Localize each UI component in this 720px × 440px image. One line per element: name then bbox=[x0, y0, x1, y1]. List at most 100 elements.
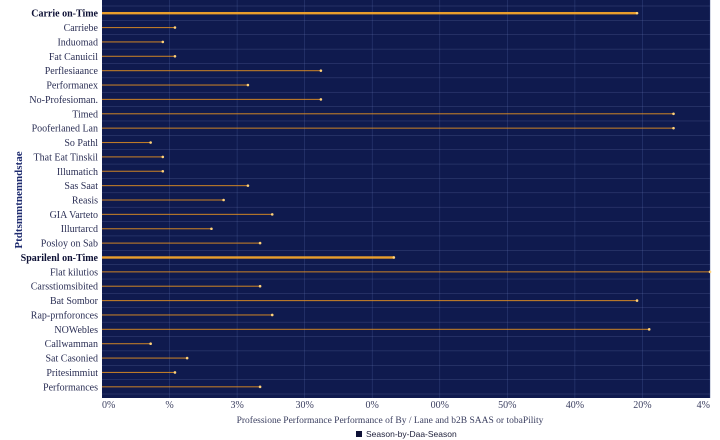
bar-end-marker bbox=[222, 198, 225, 202]
category-label: Timed bbox=[72, 109, 98, 120]
x-tick-label: 3% bbox=[230, 400, 243, 411]
category-label: Rap-prnforonces bbox=[31, 310, 98, 321]
bar bbox=[102, 170, 163, 172]
bar bbox=[102, 127, 674, 129]
x-tick-label: 30% bbox=[295, 400, 313, 411]
x-tick-label: % bbox=[165, 400, 173, 411]
bar-end-marker bbox=[647, 328, 651, 331]
bar bbox=[102, 199, 224, 201]
bar bbox=[102, 343, 151, 345]
bar-end-marker bbox=[258, 385, 262, 389]
bar bbox=[102, 371, 175, 373]
x-tick-label: 4% bbox=[697, 400, 710, 411]
category-label: So Pathl bbox=[64, 138, 98, 149]
category-label: Performances bbox=[43, 382, 98, 393]
category-label: Sas Saat bbox=[64, 181, 98, 192]
category-label: Reasis bbox=[72, 196, 98, 207]
category-label: Sat Casonied bbox=[46, 354, 99, 365]
bar bbox=[102, 228, 212, 230]
bar-end-marker bbox=[161, 169, 165, 173]
x-tick-label: 0% bbox=[366, 400, 379, 411]
legend-swatch bbox=[356, 431, 362, 437]
bar bbox=[102, 300, 638, 302]
category-label: Illurtarcd bbox=[61, 224, 98, 235]
gridlines bbox=[169, 0, 711, 398]
x-tick-label: 20% bbox=[633, 400, 651, 411]
category-label: Pooferlaned Lan bbox=[32, 124, 98, 135]
bar bbox=[102, 27, 175, 29]
bar-end-marker bbox=[672, 112, 675, 116]
plot-background bbox=[102, 0, 710, 398]
bar bbox=[102, 328, 650, 330]
row-lines bbox=[102, 5, 710, 395]
bar-end-marker bbox=[149, 141, 152, 144]
bar-end-marker bbox=[392, 256, 396, 259]
bar-end-marker bbox=[258, 241, 262, 245]
category-label: Carrie on-Time bbox=[31, 9, 98, 20]
bar bbox=[102, 11, 638, 15]
legend: Season-by-Daa-Season bbox=[356, 429, 457, 439]
bar bbox=[102, 242, 261, 244]
bar-end-marker bbox=[319, 69, 323, 72]
bar-end-marker bbox=[149, 342, 152, 346]
category-label: NOWebles bbox=[54, 325, 98, 336]
category-label: Pritesimmiut bbox=[46, 368, 98, 379]
bar-end-marker bbox=[672, 126, 675, 130]
bar-end-marker bbox=[173, 26, 177, 29]
bar bbox=[102, 386, 261, 388]
bar bbox=[102, 55, 175, 57]
category-label: Carriebe bbox=[64, 23, 99, 34]
bar bbox=[102, 285, 261, 287]
bar bbox=[102, 41, 163, 43]
category-label: Carsstiomsibited bbox=[31, 282, 98, 293]
bar-end-marker bbox=[635, 299, 639, 302]
bar-end-marker bbox=[161, 40, 165, 44]
y-axis-title: Ptdtsmmtnemndstae bbox=[13, 151, 25, 248]
bars bbox=[102, 11, 712, 389]
x-tick-label: 40% bbox=[566, 400, 584, 411]
bar bbox=[102, 84, 248, 86]
category-label: That Eat Tinskil bbox=[34, 152, 99, 163]
bar bbox=[102, 98, 321, 100]
bar-end-marker bbox=[708, 270, 712, 274]
category-label: Posloy on Sab bbox=[41, 239, 98, 250]
x-tick-label: 50% bbox=[498, 400, 516, 411]
bar-end-marker bbox=[270, 213, 274, 216]
x-tick-label: 00% bbox=[431, 400, 449, 411]
bar-end-marker bbox=[161, 155, 165, 159]
bar-end-marker bbox=[185, 356, 189, 360]
bar-end-marker bbox=[173, 371, 177, 374]
category-label: GIA Varteto bbox=[50, 210, 98, 221]
bar bbox=[102, 113, 674, 115]
bar-end-marker bbox=[319, 98, 323, 101]
bar-end-marker bbox=[210, 227, 213, 231]
category-label: Illumatich bbox=[57, 167, 98, 178]
bar bbox=[102, 357, 188, 359]
bar-end-marker bbox=[246, 184, 250, 187]
bar-end-marker bbox=[258, 284, 262, 288]
category-label: No-Profesioman. bbox=[29, 95, 98, 106]
x-tick-label: 0% bbox=[102, 400, 115, 411]
bar-end-marker bbox=[270, 313, 274, 317]
bar bbox=[102, 156, 163, 158]
bar-end-marker bbox=[246, 83, 250, 87]
category-label: Performanex bbox=[46, 81, 98, 92]
category-label: Callwamman bbox=[45, 339, 98, 350]
bar bbox=[102, 70, 321, 72]
category-label: Perflesiaance bbox=[45, 66, 99, 77]
bar bbox=[102, 271, 710, 273]
bar bbox=[102, 256, 394, 259]
category-label: Induomad bbox=[57, 37, 98, 48]
bar bbox=[102, 213, 273, 215]
x-tick-labels: 0%% 3% 30% 0% 00% 50% 40% 20% 4% bbox=[102, 400, 710, 411]
category-label: Sparilenl on-Time bbox=[21, 253, 99, 264]
bar bbox=[102, 185, 248, 187]
bar-end-marker bbox=[635, 11, 639, 15]
category-label: Bat Sombor bbox=[50, 296, 99, 307]
category-label: Fat Canuicil bbox=[49, 52, 98, 63]
x-axis-title: Professione Performance Performance of B… bbox=[237, 415, 544, 426]
legend-label: Season-by-Daa-Season bbox=[366, 429, 457, 439]
bar bbox=[102, 141, 151, 144]
category-label: Flat kilutios bbox=[50, 267, 98, 278]
